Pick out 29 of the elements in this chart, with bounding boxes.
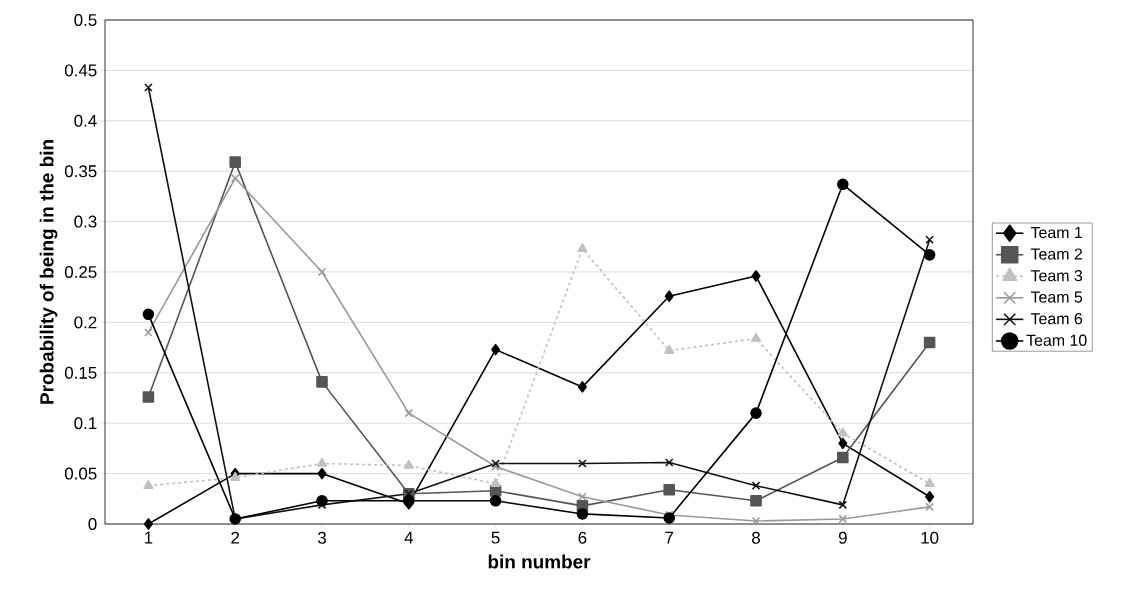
x-tick-label: 8 xyxy=(752,531,760,544)
legend-label: Team 6 xyxy=(1030,313,1083,325)
y-tick-label: 0.4 xyxy=(74,114,97,127)
y-tick-label: 0.35 xyxy=(64,165,97,178)
x-tick-label: 4 xyxy=(404,531,414,544)
x-tick-label: 9 xyxy=(838,531,847,544)
x-tick-label: 2 xyxy=(231,531,240,544)
y-tick-label: 0.3 xyxy=(74,215,97,228)
y-tick-label: 0.15 xyxy=(64,366,97,379)
x-axis-title: bin number xyxy=(488,554,591,569)
y-tick-label: 0.45 xyxy=(64,64,97,77)
x-tick-label: 10 xyxy=(921,531,939,544)
x-tick-label: 7 xyxy=(665,531,674,544)
y-tick-label: 0.1 xyxy=(74,417,97,430)
legend-label: Team 5 xyxy=(1030,291,1083,303)
legend-label: Team 3 xyxy=(1030,270,1083,282)
x-tick-label: 5 xyxy=(491,531,500,544)
x-tick-label: 1 xyxy=(144,531,153,544)
y-tick-label: 0.05 xyxy=(64,467,97,480)
y-axis-title: Probability of being in the bin xyxy=(39,140,58,404)
x-tick-label: 6 xyxy=(578,531,587,544)
y-tick-label: 0.5 xyxy=(74,13,97,26)
x-tick-label: 3 xyxy=(317,531,326,544)
legend-label: Team 10 xyxy=(1026,334,1087,346)
y-tick-label: 0 xyxy=(88,518,97,530)
y-tick-label: 0.2 xyxy=(74,316,97,329)
legend-label: Team 1 xyxy=(1030,226,1082,239)
legend-label: Team 2 xyxy=(1030,248,1082,260)
y-tick-label: 0.25 xyxy=(64,266,97,278)
